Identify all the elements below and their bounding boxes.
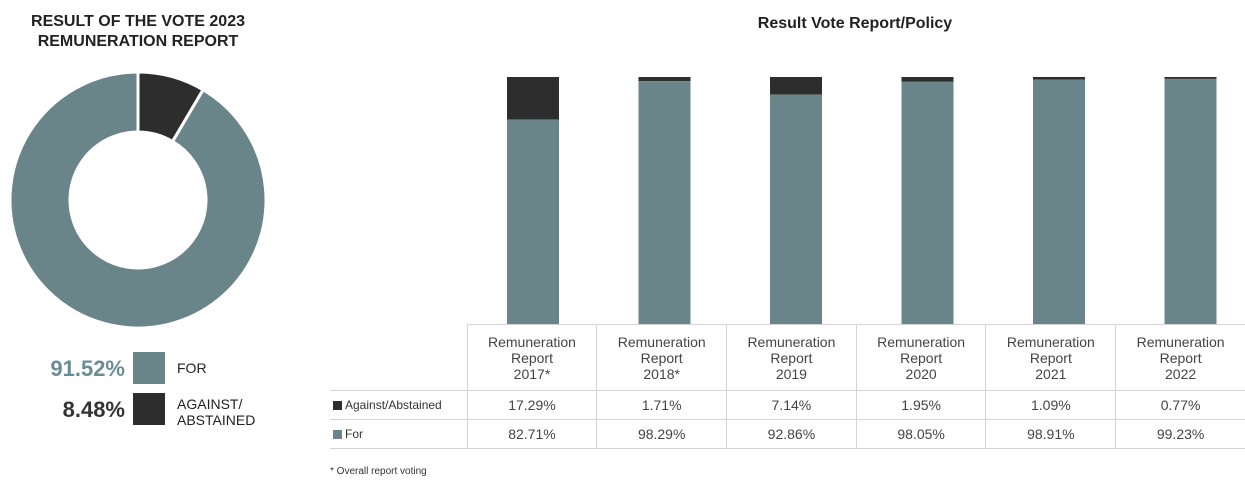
- against-percentage: 8.48%: [62, 397, 125, 422]
- series-label-for: For: [330, 419, 468, 449]
- bar-for-2020: [901, 81, 954, 324]
- bar-against-2020: [901, 77, 954, 82]
- category-label-line: Remuneration: [1136, 333, 1225, 350]
- donut-title-line-2: REMUNERATION REPORT: [37, 33, 239, 50]
- bar-for-2021: [1033, 79, 1085, 325]
- category-2017: Remuneration Report 2017*: [466, 324, 597, 391]
- category-label-line: Report: [900, 349, 943, 366]
- against-legend-label-line-2: ABSTAINED: [177, 412, 256, 428]
- data-label-against-2022: 0.77%: [1115, 390, 1245, 420]
- for-series-swatch: [333, 430, 342, 439]
- against-legend-swatch: [133, 393, 165, 425]
- category-label-line: Report: [640, 349, 683, 366]
- data-label-for-2022: 99.23%: [1115, 419, 1245, 449]
- bar-for-2022: [1164, 78, 1217, 324]
- bar-against-2018: [638, 77, 691, 82]
- series-name-for: For: [345, 427, 363, 441]
- bar-against-2017: [507, 77, 559, 120]
- donut-slice-against: [136, 70, 206, 144]
- donut-title-line-1: RESULT OF THE VOTE 2023: [31, 13, 245, 30]
- category-label-line: Report: [510, 349, 553, 366]
- category-2022: Remuneration Report 2022: [1115, 324, 1245, 391]
- bar-against-2019: [770, 77, 822, 95]
- against-legend-label-line-1: AGAINST/: [177, 396, 243, 412]
- category-label-line: Report: [1029, 349, 1072, 366]
- category-label-line: Remuneration: [488, 333, 576, 350]
- stacked-bar-chart: [507, 77, 1217, 325]
- table-header-row: Remuneration Report 2017* Remuneration Repo…: [330, 324, 1245, 391]
- data-label-for-2018: 98.29%: [596, 419, 727, 449]
- category-2020: Remuneration Report 2020: [855, 324, 986, 391]
- against-series-swatch: [333, 401, 342, 410]
- bar-for-2018: [638, 81, 691, 325]
- data-label-against-2020: 1.95%: [855, 390, 986, 420]
- table-corner: [330, 325, 467, 391]
- category-label-line: 2021: [1035, 365, 1067, 382]
- table-row-for: For 82.71% 98.29% 92.86% 98.05% 98.91% 9…: [330, 419, 1245, 449]
- bar-against-2022: [1164, 77, 1217, 79]
- for-legend-swatch: [133, 352, 165, 384]
- category-label-line: Report: [770, 349, 813, 366]
- data-label-for-2019: 92.86%: [726, 419, 857, 449]
- bar-chart-title: Result Vote Report/Policy: [757, 15, 953, 32]
- against-legend-label: AGAINST/ ABSTAINED: [177, 396, 255, 428]
- footnote: * Overall report voting: [330, 466, 427, 477]
- donut-chart-title: RESULT OF THE VOTE 2023 REMUNERATION REP…: [0, 12, 276, 52]
- data-label-against-2017: 17.29%: [466, 390, 597, 420]
- category-label-line: Report: [1159, 349, 1202, 366]
- series-name-against: Against/Abstained: [345, 398, 442, 412]
- data-label-for-2017: 82.71%: [466, 419, 597, 449]
- for-legend-label: FOR: [177, 360, 207, 376]
- data-label-against-2021: 1.09%: [985, 390, 1116, 420]
- category-label-line: 2022: [1165, 365, 1197, 382]
- category-2019: Remuneration Report 2019: [726, 324, 857, 391]
- donut-slice-for: [8, 70, 268, 330]
- category-label-line: 2019: [775, 365, 807, 382]
- category-label-line: Remuneration: [877, 333, 966, 350]
- data-label-for-2021: 98.91%: [985, 419, 1116, 449]
- bar-for-2017: [507, 119, 559, 324]
- data-label-for-2020: 98.05%: [855, 419, 986, 449]
- donut-chart: [8, 70, 268, 330]
- category-label-line: 2020: [905, 365, 937, 382]
- bar-against-2021: [1033, 77, 1085, 80]
- category-2018: Remuneration Report 2018*: [596, 324, 727, 391]
- data-label-against-2019: 7.14%: [726, 390, 857, 420]
- bar-for-2019: [770, 94, 822, 324]
- series-label-against: Against/Abstained: [330, 390, 468, 420]
- table-row-against: Against/Abstained 17.29% 1.71% 7.14% 1.9…: [330, 390, 1245, 420]
- vote-data-table: Remuneration Report 2017* Remuneration Repo…: [330, 324, 1245, 449]
- category-2021: Remuneration Report 2021: [985, 324, 1116, 391]
- category-label-line: 2018*: [643, 365, 680, 382]
- data-label-against-2018: 1.71%: [596, 390, 727, 420]
- for-percentage: 91.52%: [50, 356, 125, 381]
- category-label-line: 2017*: [513, 365, 551, 382]
- category-label-line: Remuneration: [617, 333, 706, 350]
- category-label-line: Remuneration: [747, 333, 836, 350]
- category-label-line: Remuneration: [1006, 333, 1095, 350]
